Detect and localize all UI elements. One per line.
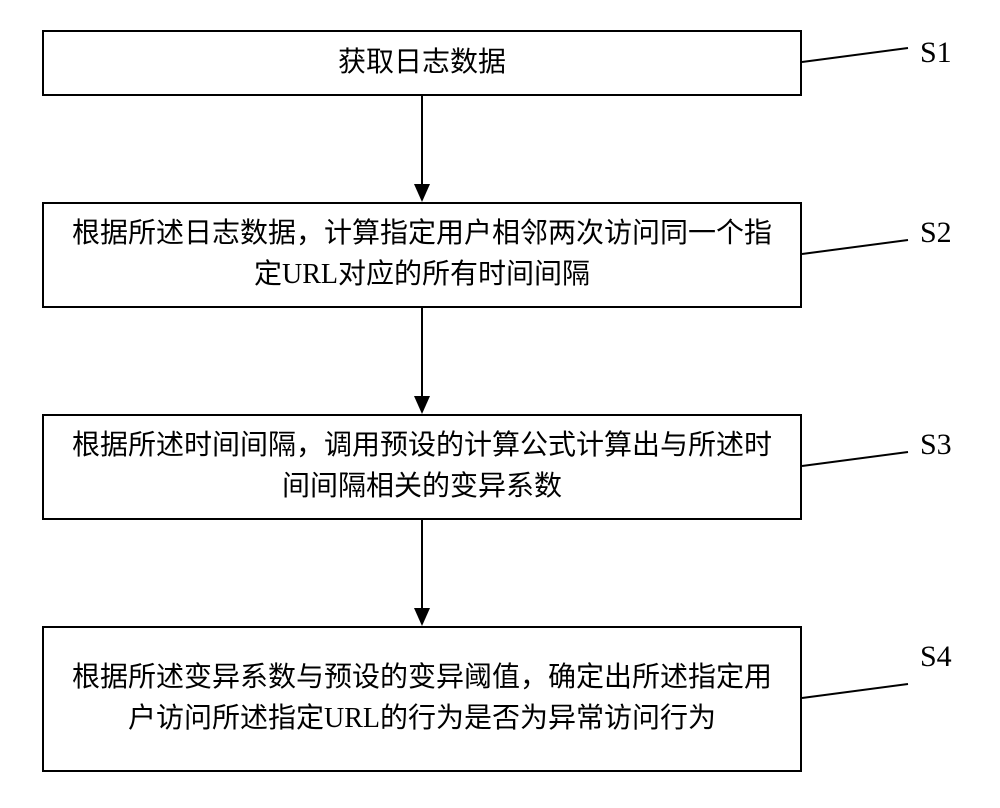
flowchart-canvas: 获取日志数据根据所述日志数据，计算指定用户相邻两次访问同一个指定URL对应的所有… xyxy=(0,0,1000,808)
flow-arrow-3 xyxy=(0,0,1000,808)
